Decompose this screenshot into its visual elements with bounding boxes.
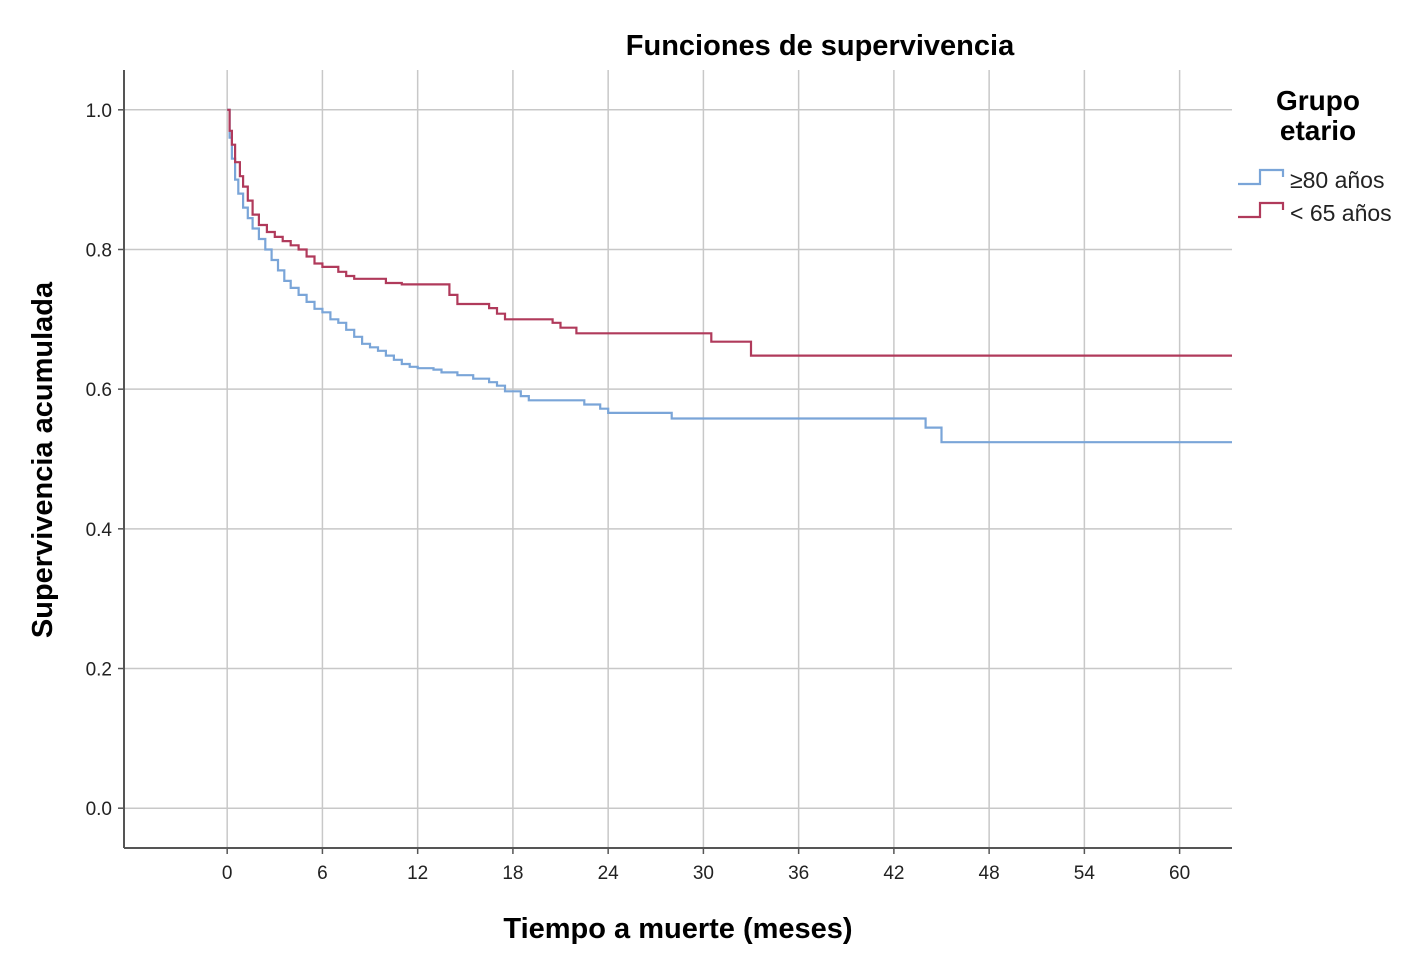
x-tick-label: 24 (598, 863, 620, 884)
y-tick-label: 0.4 (86, 520, 113, 541)
legend: Grupo etario ≥80 años < 65 años (1238, 85, 1392, 226)
x-axis-title: Tiempo a muerte (meses) (503, 913, 852, 945)
axes-layer (118, 70, 1232, 854)
y-tick-label: 0.6 (86, 380, 112, 401)
x-tick-label: 48 (979, 863, 1000, 884)
x-tick-label: 30 (693, 863, 714, 884)
legend-swatch (1238, 201, 1285, 219)
x-tick-label: 54 (1074, 863, 1096, 884)
series-line-lt65 (227, 108, 1232, 357)
x-tick-label: 18 (502, 863, 523, 884)
x-tick-label: 36 (788, 863, 809, 884)
series-line-ge80 (227, 108, 1232, 444)
y-tick-label: 0.0 (86, 799, 112, 820)
legend-title-line-1: Grupo (1276, 85, 1360, 116)
legend-label: ≥80 años (1290, 167, 1384, 193)
y-tick-label: 0.2 (86, 660, 112, 681)
legend-title-line-2: etario (1280, 115, 1356, 146)
x-tick-label: 42 (883, 863, 904, 884)
x-tick-label: 0 (222, 863, 233, 884)
x-tick-label: 6 (317, 863, 328, 884)
legend-swatch (1238, 168, 1285, 186)
legend-items: ≥80 años < 65 años (1238, 167, 1392, 226)
legend-label: < 65 años (1290, 200, 1392, 226)
grid-layer (124, 70, 1232, 848)
tick-label-layer: 0 6 12 18 24 30 36 42 48 54 60 0.0 0.2 0.4 0.6 0.8 1.0 (86, 101, 1191, 884)
x-tick-label: 60 (1169, 863, 1190, 884)
series-layer (227, 108, 1232, 444)
y-axis-title: Supervivencia acumulada (27, 281, 59, 638)
y-tick-label: 1.0 (86, 101, 112, 122)
chart-title: Funciones de supervivencia (626, 30, 1015, 62)
x-tick-label: 12 (407, 863, 428, 884)
y-tick-label: 0.8 (86, 240, 112, 261)
